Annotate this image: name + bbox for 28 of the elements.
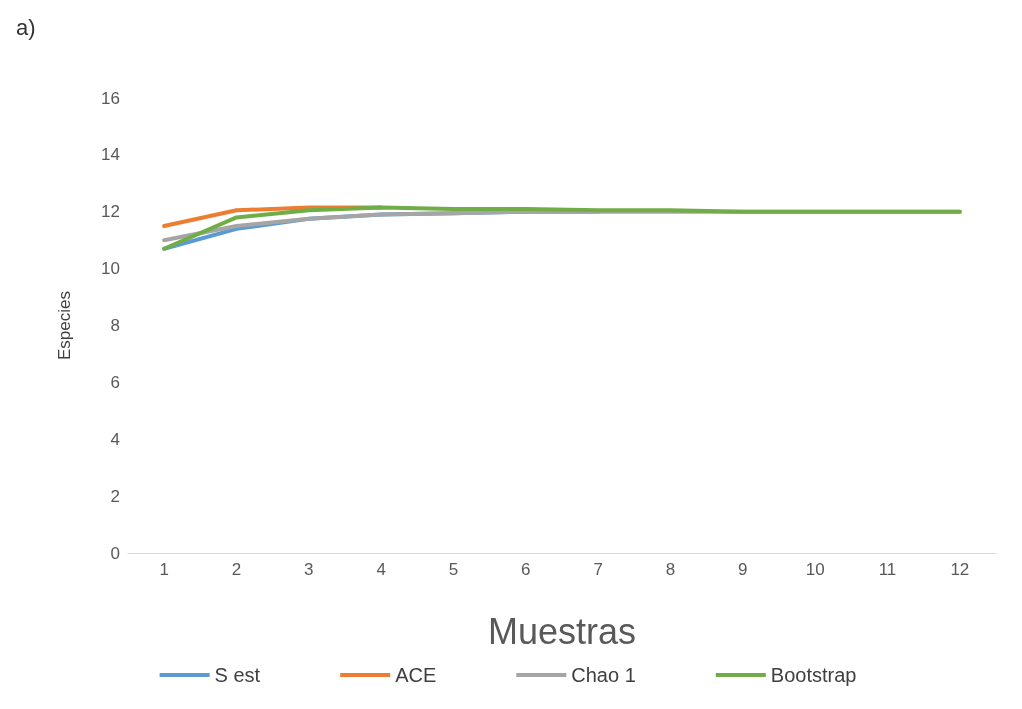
y-tick-label: 14 — [101, 145, 120, 165]
x-tick-label: 9 — [738, 560, 748, 579]
legend-label: Chao 1 — [571, 664, 636, 686]
y-tick-label: 10 — [101, 259, 120, 279]
x-tick-label: 4 — [376, 560, 386, 579]
y-tick-label: 16 — [101, 88, 120, 108]
x-tick-label: 8 — [665, 560, 676, 579]
y-tick-label: 4 — [110, 429, 120, 449]
x-tick-label: 6 — [521, 560, 531, 579]
y-axis-title: Especies — [55, 291, 74, 360]
y-tick-label: 12 — [101, 202, 120, 222]
x-tick-label: 3 — [304, 560, 314, 579]
y-tick-label: 8 — [110, 316, 120, 335]
x-tick-label: 1 — [159, 560, 169, 579]
y-tick-label: 0 — [110, 543, 120, 563]
legend-label: S est — [214, 664, 261, 686]
x-tick-label: 12 — [950, 560, 970, 579]
legend-label: ACE — [395, 664, 437, 686]
legend-label: Bootstrap — [770, 664, 857, 686]
x-axis-title: Muestras — [487, 610, 637, 652]
x-tick-label: 7 — [593, 560, 603, 579]
x-tick-label: 10 — [805, 560, 825, 579]
x-tick-label: 5 — [448, 560, 459, 579]
y-tick-label: 6 — [110, 372, 120, 392]
y-tick-label: 2 — [110, 486, 120, 506]
text: a) — [16, 14, 36, 40]
x-tick-label: 11 — [878, 560, 897, 579]
x-tick-label: 2 — [231, 560, 242, 579]
